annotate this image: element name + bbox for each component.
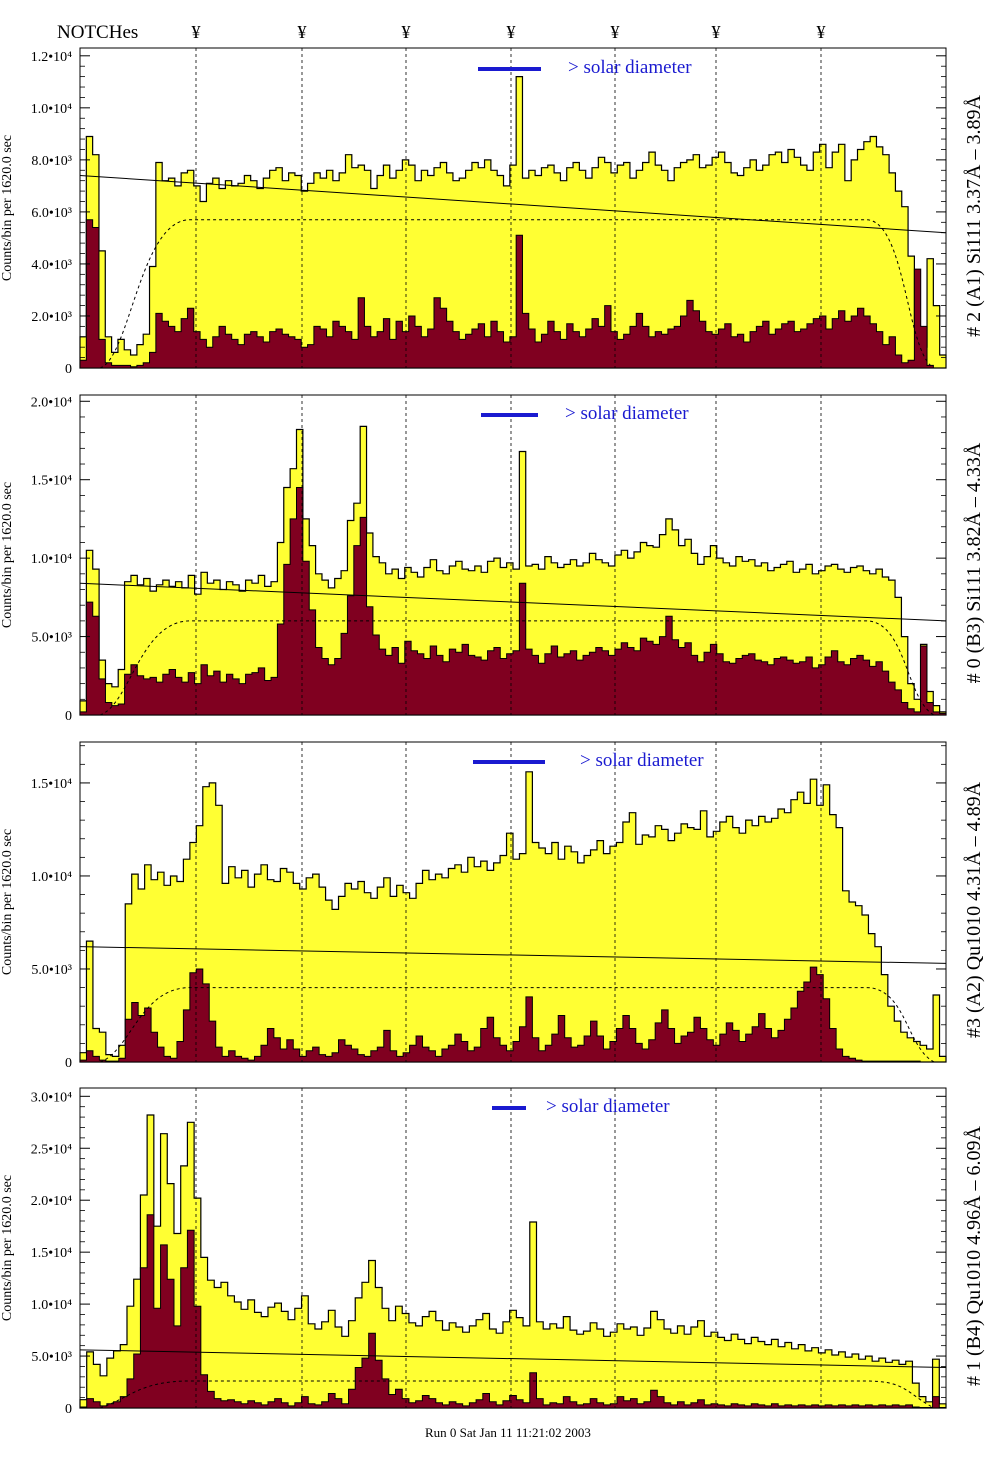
notch-symbol-4: ¥: [507, 22, 516, 42]
efficiency-curve-A1: [99, 219, 935, 369]
y-tick-label-A2-1: 5.0•10³: [31, 963, 72, 978]
run-stamp: Run 0 Sat Jan 11 11:21:02 2003: [425, 1425, 591, 1440]
y-tick-label-A1-2: 4.0•10³: [31, 258, 72, 273]
solar-diameter-label-A1: > solar diameter: [568, 57, 692, 78]
notches-label: NOTCHes: [57, 22, 138, 43]
total-counts-area-A1: [79, 76, 947, 369]
panel-B3: 0 5.0•10³ 1.0•10⁴ 1.5•10⁴ 2.0•10⁴ Counts/bin …: [0, 394, 985, 724]
notch-symbol-1: ¥: [192, 22, 201, 42]
panel-B4: 0 5.0•10³ 1.0•10⁴ 1.5•10⁴ 2.0•10⁴ 2.5•10⁴ 3.0•…: [0, 1087, 985, 1417]
y-tick-label-B3-4: 2.0•10⁴: [31, 395, 72, 410]
y-tick-label-B3-0: 0: [65, 709, 72, 724]
detector-label-A2: #3 (A2) Qu1010 4.31Å – 4.89Å: [963, 781, 985, 1038]
plot-frame-B4: [79, 1087, 947, 1409]
line-counts-area-B3: [79, 487, 947, 716]
y-tick-label-B4-4: 2.0•10⁴: [31, 1194, 72, 1209]
y-tick-label-A1-4: 8.0•10³: [31, 154, 72, 169]
y-axis-label-A1: Counts/bin per 1620.0 sec: [0, 135, 15, 281]
total-counts-area-A2: [79, 771, 947, 1063]
notch-symbol-7: ¥: [817, 22, 826, 42]
histogram-A2: [79, 771, 947, 1063]
fit-line-A1: [79, 174, 947, 234]
notch-symbol-2: ¥: [298, 22, 307, 42]
detector-label-B3: # 0 (B3) Si111 3.82Å – 4.33Å: [963, 442, 985, 683]
plot-frame-A1: [79, 47, 947, 369]
fit-line-B3: [79, 582, 947, 622]
y-tick-label-B4-0: 0: [65, 1402, 72, 1417]
detector-label-A1: # 2 (A1) Si111 3.37Å – 3.89Å: [963, 95, 985, 337]
notch-symbol-3: ¥: [402, 22, 411, 42]
y-tick-label-A1-5: 1.0•10⁴: [31, 102, 72, 117]
y-axis-label-B4: Counts/bin per 1620.0 sec: [0, 1175, 15, 1321]
total-counts-area-B4: [79, 1114, 947, 1409]
y-tick-label-B4-2: 1.0•10⁴: [31, 1298, 72, 1313]
fit-line-A2: [79, 946, 947, 964]
y-tick-label-B3-3: 1.5•10⁴: [31, 474, 72, 489]
efficiency-curve-A2: [99, 987, 935, 1063]
solar-diameter-label-B3: > solar diameter: [565, 403, 689, 424]
histogram-B4: [79, 1114, 947, 1409]
panel-A2: 0 5.0•10³ 1.0•10⁴ 1.5•10⁴ Counts/bin per 162…: [0, 741, 985, 1071]
y-tick-label-A1-0: 0: [65, 362, 72, 377]
y-tick-label-A2-0: 0: [65, 1056, 72, 1071]
y-tick-label-B3-2: 1.0•10⁴: [31, 552, 72, 567]
y-tick-label-B4-1: 5.0•10³: [31, 1350, 72, 1365]
y-tick-label-B4-6: 3.0•10⁴: [31, 1090, 72, 1105]
notch-symbol-6: ¥: [712, 22, 721, 42]
y-tick-label-A1-3: 6.0•10³: [31, 206, 72, 221]
notch-symbol-5: ¥: [611, 22, 620, 42]
notch-header: NOTCHes ¥ ¥ ¥ ¥ ¥ ¥ ¥: [57, 22, 826, 43]
y-axis-label-B3: Counts/bin per 1620.0 sec: [0, 482, 15, 628]
y-tick-label-B3-1: 5.0•10³: [31, 631, 72, 646]
histogram-B3: [79, 425, 947, 716]
y-tick-label-B4-5: 2.5•10⁴: [31, 1142, 72, 1157]
panel-A1: 0 2.0•10³ 4.0•10³ 6.0•10³ 8.0•10³ 1.0•10⁴ 1.2•…: [0, 47, 985, 377]
histogram-A1: [79, 76, 947, 369]
y-tick-label-A2-3: 1.5•10⁴: [31, 777, 72, 792]
efficiency-curve-B4: [99, 1380, 935, 1409]
y-tick-label-B4-3: 1.5•10⁴: [31, 1246, 72, 1261]
fit-line-B4: [79, 1349, 947, 1368]
y-tick-label-A2-2: 1.0•10⁴: [31, 870, 72, 885]
plot-frame-B3: [79, 394, 947, 716]
solar-diameter-label-A2: > solar diameter: [580, 750, 704, 771]
line-counts-area-B4: [79, 1214, 947, 1409]
plot-frame-A2: [79, 741, 947, 1063]
efficiency-curve-B3: [99, 620, 935, 716]
y-tick-label-A1-1: 2.0•10³: [31, 310, 72, 325]
detector-label-B4: # 1 (B4) Qu1010 4.96Å – 6.09Å: [963, 1125, 985, 1386]
y-tick-label-A1-6: 1.2•10⁴: [31, 50, 72, 65]
solar-diameter-label-B4: > solar diameter: [546, 1096, 670, 1117]
y-axis-label-A2: Counts/bin per 1620.0 sec: [0, 829, 15, 975]
line-counts-area-A1: [79, 219, 934, 369]
line-counts-area-A2: [79, 966, 921, 1063]
